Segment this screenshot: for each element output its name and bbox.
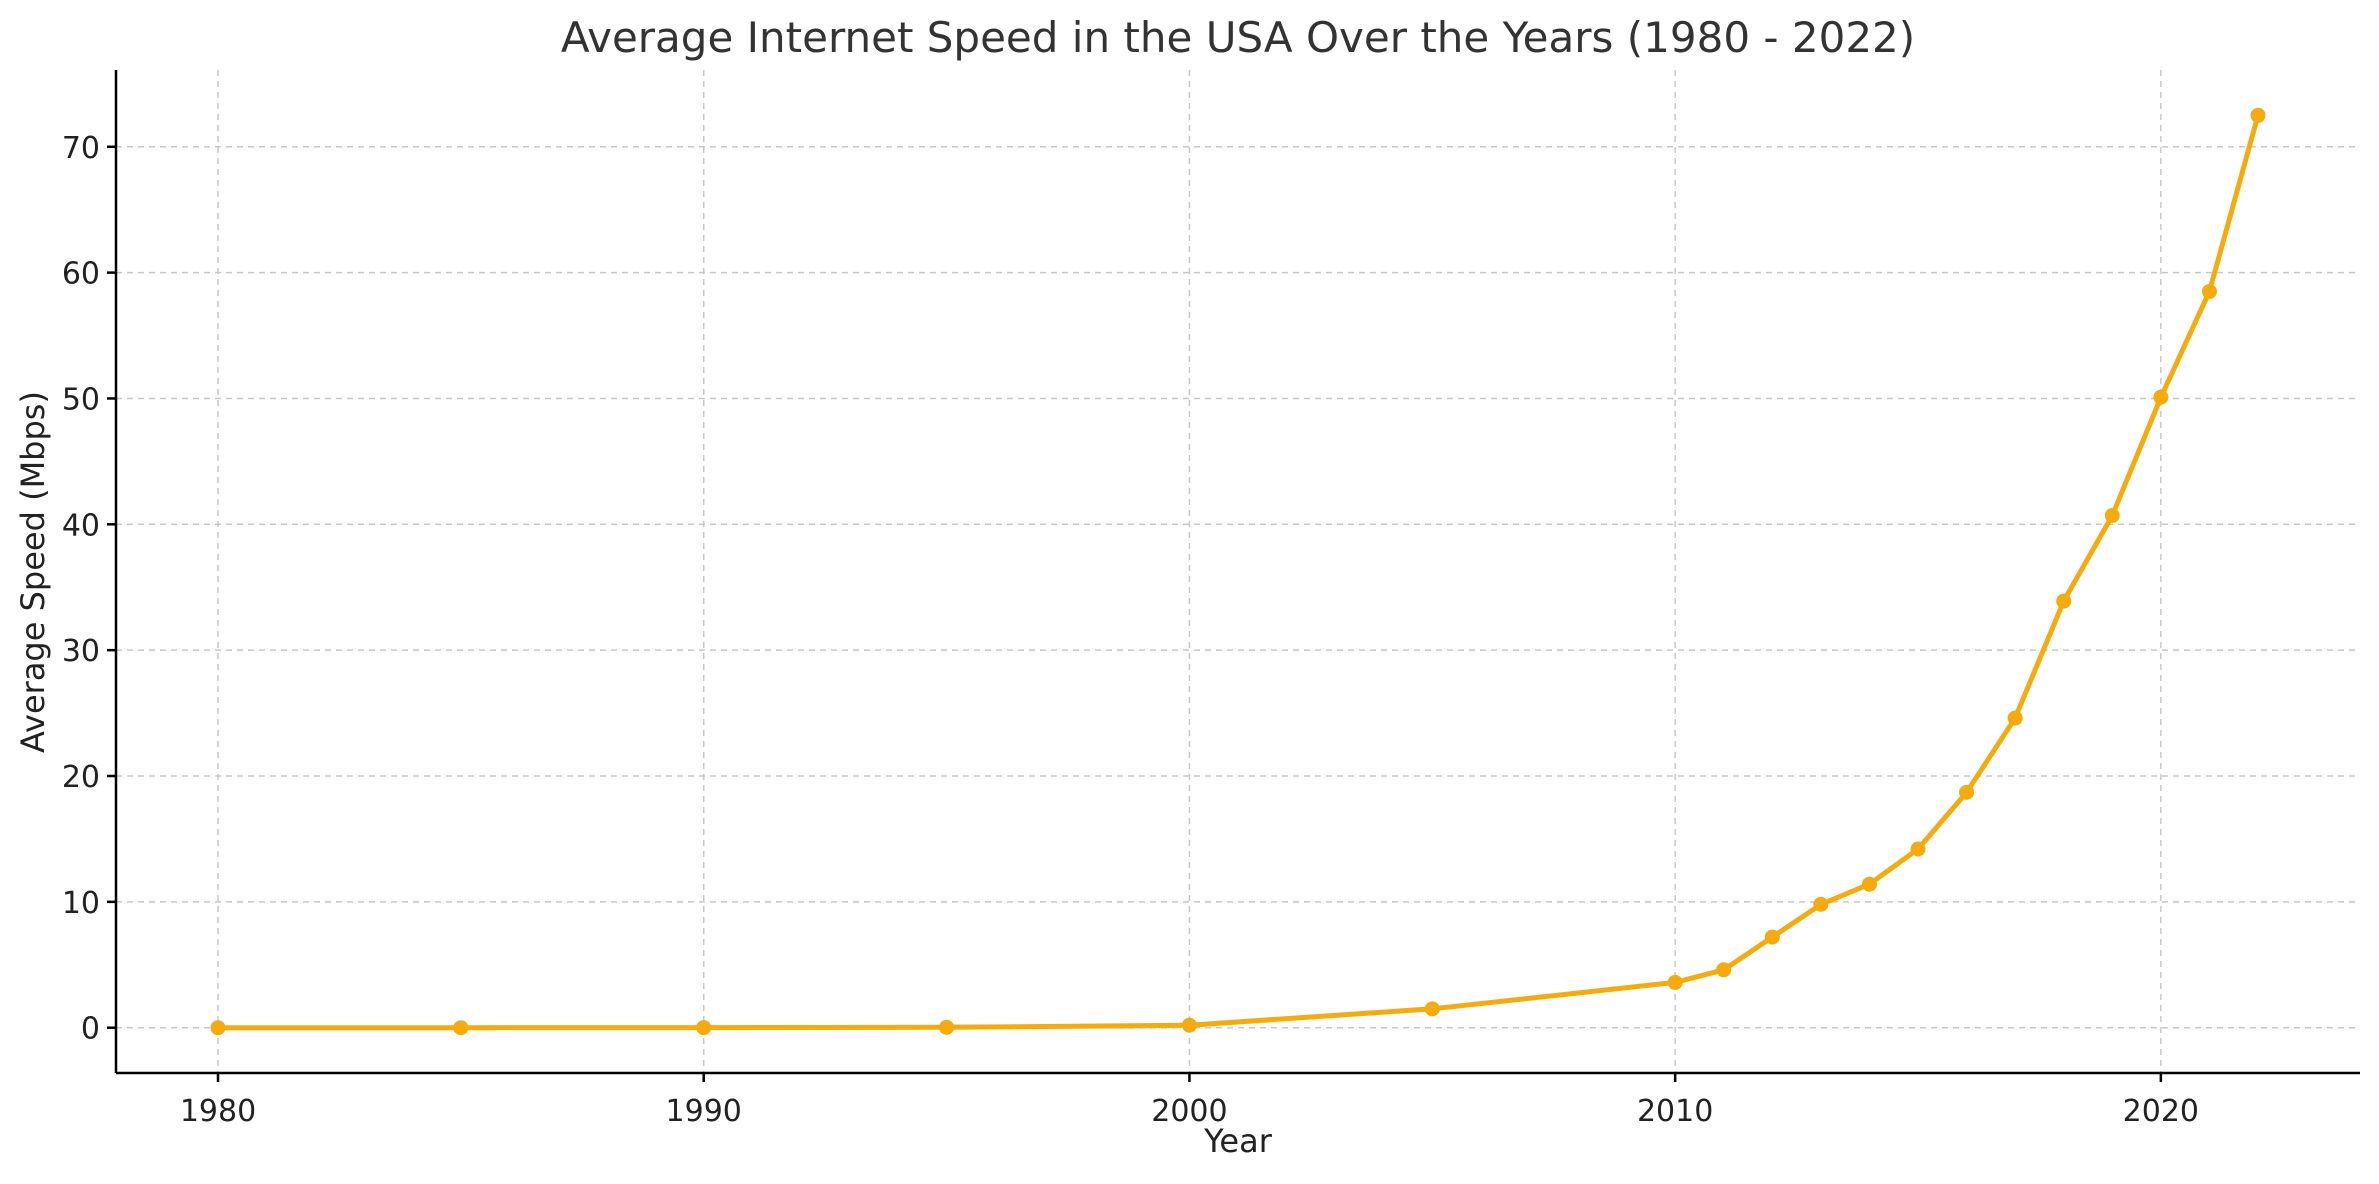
y-tick-label: 70 [62,131,100,166]
data-point [210,1020,226,1036]
chart-title: Average Internet Speed in the USA Over t… [561,13,1915,62]
y-axis-label: Average Speed (Mbps) [14,391,52,753]
y-tick-label: 50 [62,382,100,417]
gridlines [116,70,2360,1073]
tick-labels: 1980 1990 2000 2010 2020 0 10 20 30 40 50 60 70 [62,131,2199,1129]
y-tick-label: 10 [62,886,100,921]
data-point [2201,283,2217,299]
x-tick-label: 1990 [666,1094,742,1129]
series [210,107,2266,1036]
x-axis-label: Year [1203,1122,1273,1160]
data-point [939,1019,955,1035]
data-point [1813,896,1829,912]
data-point [1861,876,1877,892]
data-point [1181,1017,1197,1033]
data-point [453,1020,469,1036]
data-point [2007,710,2023,726]
data-point [1959,784,1975,800]
data-point [1424,1001,1440,1017]
y-tick-label: 60 [62,257,100,292]
data-point [2104,507,2120,523]
series-line [215,112,2261,1031]
data-point [2153,389,2169,405]
x-tick-label: 2010 [1637,1094,1713,1129]
data-point [1667,974,1683,990]
x-tick-label: 1980 [180,1094,256,1129]
data-point [1910,841,1926,857]
y-tick-label: 0 [81,1012,100,1047]
axes [114,70,2360,1075]
data-point [2056,593,2072,609]
data-point [1716,962,1732,978]
y-tick-label: 40 [62,508,100,543]
y-tick-label: 20 [62,760,100,795]
x-tick-label: 2000 [1151,1094,1227,1129]
data-point [2250,107,2266,123]
data-point [1764,929,1780,945]
x-tick-label: 2020 [2123,1094,2199,1129]
data-point [696,1020,712,1036]
y-tick-label: 30 [62,634,100,669]
